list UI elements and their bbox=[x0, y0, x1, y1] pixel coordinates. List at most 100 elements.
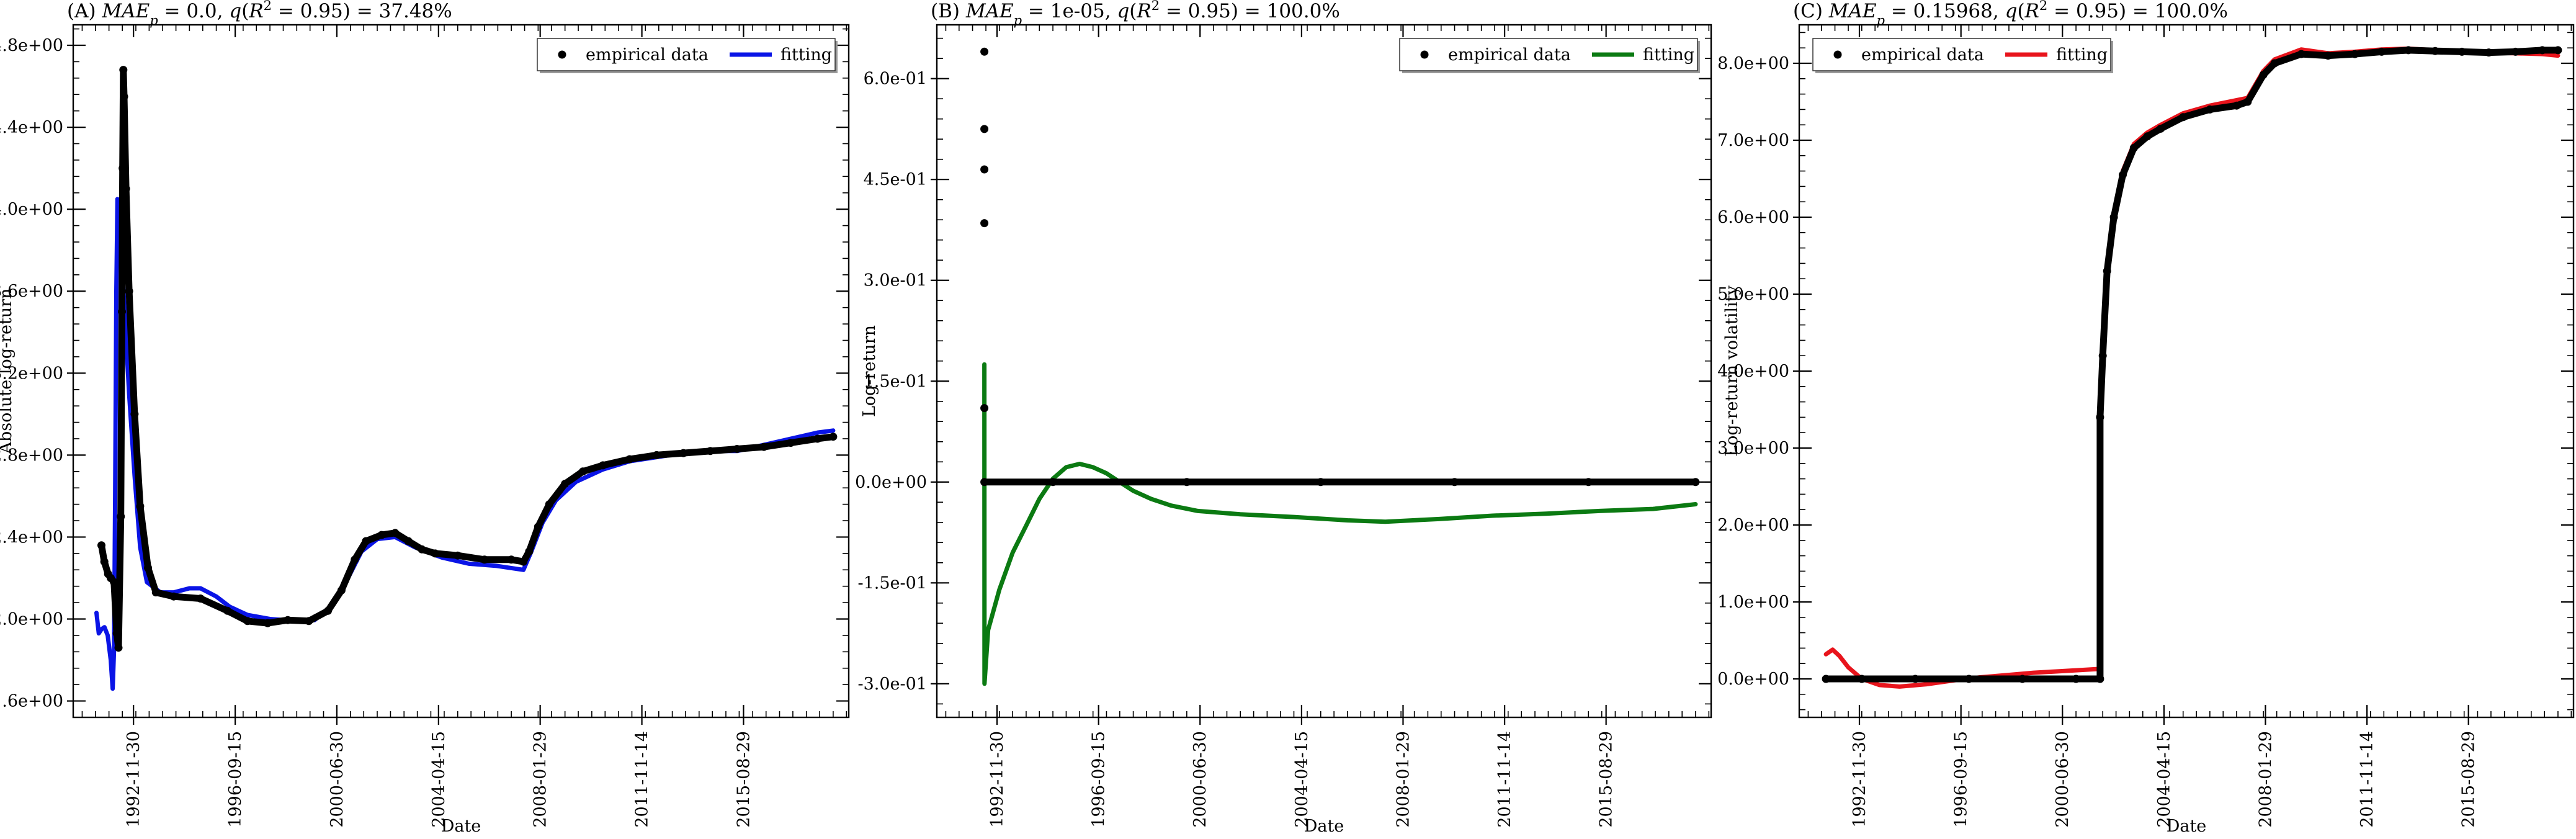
legend-label-fitting: fitting bbox=[780, 45, 832, 65]
chart-panel-c: (C) MAEp = 0.15968, q(R2 = 0.95) = 100.0… bbox=[1717, 0, 2575, 836]
data-point bbox=[1964, 675, 1973, 683]
data-point bbox=[119, 66, 128, 74]
data-point bbox=[114, 644, 123, 652]
y-tick-label: 1.0e+00 bbox=[1717, 593, 1789, 612]
data-point bbox=[2538, 46, 2547, 55]
data-point bbox=[2554, 46, 2562, 55]
legend-label-empirical: empirical data bbox=[586, 45, 709, 65]
x-tick-label: 2008-01-29 bbox=[2256, 731, 2275, 828]
data-point bbox=[112, 629, 121, 638]
y-tick-label: 3.0e+00 bbox=[1717, 439, 1789, 458]
data-point bbox=[2179, 113, 2188, 122]
x-tick-label: 1996-09-15 bbox=[226, 731, 245, 828]
data-point bbox=[418, 545, 426, 554]
data-point bbox=[2270, 59, 2279, 68]
data-point bbox=[2143, 132, 2152, 141]
plot-frame bbox=[1798, 24, 2575, 719]
data-point bbox=[284, 616, 292, 624]
data-point bbox=[2351, 50, 2359, 58]
data-point bbox=[2323, 52, 2332, 60]
data-point bbox=[2109, 213, 2118, 222]
y-tick-label: 3.0e-01 bbox=[864, 271, 927, 290]
data-point bbox=[519, 557, 528, 566]
data-point bbox=[169, 592, 178, 601]
data-point bbox=[391, 529, 400, 537]
data-point bbox=[324, 606, 333, 615]
y-tick-label: -1.5e-01 bbox=[857, 573, 927, 593]
legend-label-fitting: fitting bbox=[2056, 45, 2108, 65]
data-point bbox=[980, 404, 989, 413]
data-point bbox=[2511, 47, 2520, 56]
y-tick-label: 2.0e+00 bbox=[1717, 516, 1789, 535]
data-point bbox=[733, 445, 741, 453]
data-point bbox=[404, 537, 413, 545]
data-point bbox=[1822, 675, 1830, 683]
fitting-line bbox=[982, 362, 1698, 686]
y-tick-label: 4.0e+00 bbox=[0, 200, 63, 219]
data-point bbox=[2096, 675, 2104, 683]
data-point bbox=[786, 439, 795, 447]
data-point bbox=[117, 512, 125, 521]
legend-label-empirical: empirical data bbox=[1448, 45, 1571, 65]
x-tick-label: 2000-06-30 bbox=[1191, 731, 1210, 828]
data-point bbox=[122, 184, 130, 193]
x-tick-label: 2004-04-15 bbox=[1292, 731, 1312, 828]
x-tick-label: 2011-11-14 bbox=[2358, 731, 2377, 828]
x-tick-label: 2008-01-29 bbox=[1393, 731, 1413, 828]
y-tick-label: 6.0e+00 bbox=[1717, 208, 1789, 227]
data-point bbox=[2404, 46, 2413, 55]
data-point bbox=[2018, 675, 2027, 683]
data-point bbox=[151, 588, 160, 597]
x-axis-label: Date bbox=[1304, 817, 1344, 836]
y-axis-label: Absolute log-return bbox=[0, 288, 16, 454]
data-point bbox=[813, 434, 822, 443]
legend-box bbox=[537, 38, 836, 71]
x-tick-label: 2015-08-29 bbox=[1597, 731, 1616, 828]
data-point bbox=[196, 594, 205, 603]
data-point bbox=[1911, 675, 1920, 683]
data-point bbox=[759, 442, 768, 451]
data-point bbox=[480, 555, 489, 564]
x-tick-label: 1992-11-30 bbox=[988, 731, 1007, 828]
y-tick-label: 1.5e-01 bbox=[864, 372, 927, 391]
data-point bbox=[652, 451, 661, 459]
data-point bbox=[2103, 267, 2111, 276]
data-point bbox=[507, 555, 516, 564]
data-point bbox=[2129, 143, 2138, 152]
y-tick-label: 4.5e-01 bbox=[864, 170, 927, 189]
legend: empirical data fitting bbox=[537, 38, 838, 73]
data-point bbox=[120, 92, 128, 101]
series-fitting bbox=[94, 197, 836, 691]
data-point bbox=[525, 547, 534, 556]
x-tick-label: 1996-09-15 bbox=[1089, 731, 1109, 828]
x-tick-label: 2000-06-30 bbox=[2053, 731, 2072, 828]
data-point bbox=[351, 555, 359, 564]
data-point bbox=[454, 551, 462, 560]
data-point bbox=[578, 467, 587, 476]
y-tick-label: 5.0e+00 bbox=[1717, 285, 1789, 304]
data-point bbox=[100, 557, 109, 566]
data-point bbox=[679, 449, 687, 457]
data-point bbox=[599, 461, 607, 470]
y-tick-label: 2.8e+00 bbox=[0, 446, 63, 465]
legend: empirical data fitting bbox=[1812, 38, 2113, 73]
x-tick-label: 2011-11-14 bbox=[1495, 731, 1514, 828]
data-point bbox=[2096, 413, 2104, 421]
data-point bbox=[2098, 351, 2107, 360]
data-point bbox=[2119, 171, 2127, 179]
data-point bbox=[243, 617, 252, 626]
data-point bbox=[2072, 675, 2080, 683]
series-empirical-data bbox=[980, 47, 1700, 487]
data-point bbox=[263, 619, 272, 627]
data-point bbox=[223, 606, 232, 615]
y-tick-label: 2.0e+00 bbox=[0, 610, 63, 629]
data-point bbox=[431, 549, 439, 558]
data-point bbox=[561, 480, 570, 488]
series-fitting bbox=[982, 362, 1698, 686]
series-fitting bbox=[1823, 46, 2560, 689]
data-point bbox=[980, 125, 989, 133]
y-tick-label: 4.8e+00 bbox=[0, 36, 63, 55]
legend-label-fitting: fitting bbox=[1643, 45, 1694, 65]
legend-marker-empirical bbox=[1420, 50, 1429, 59]
legend-marker-empirical bbox=[1833, 50, 1842, 59]
